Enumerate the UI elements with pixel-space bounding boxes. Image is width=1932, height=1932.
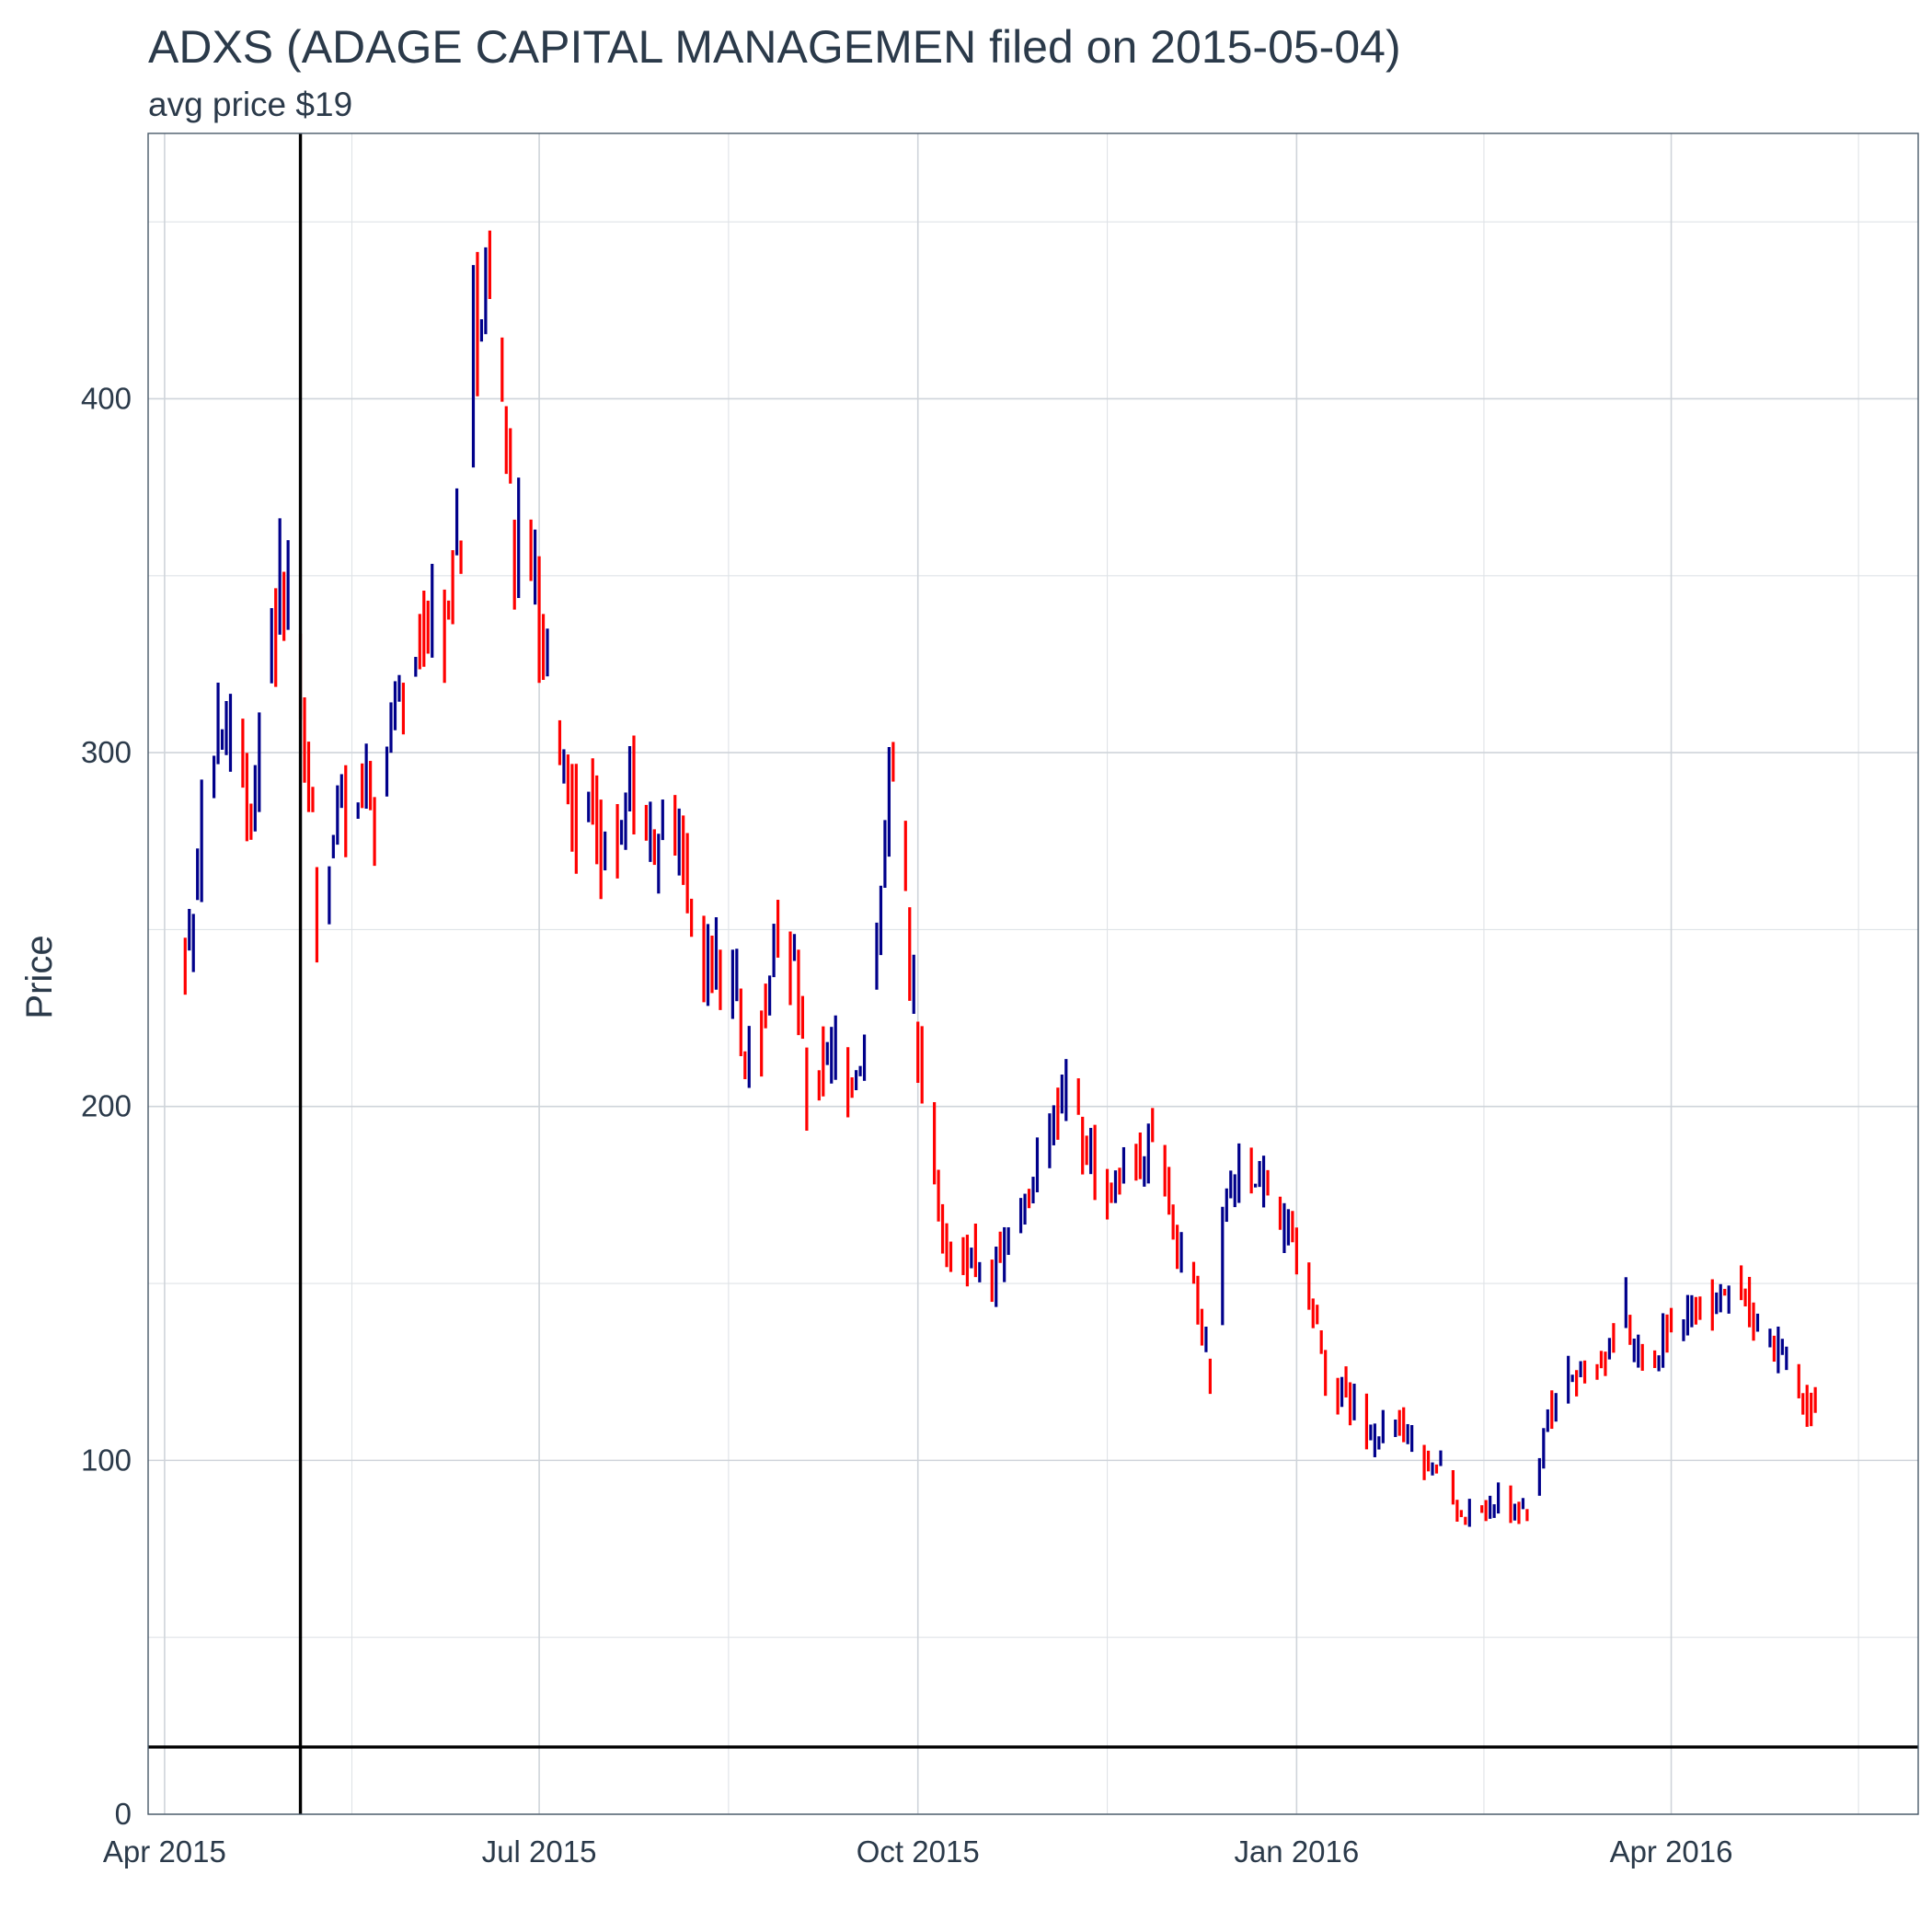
plot-panel-border [147, 132, 1919, 1815]
x-tick-label: Oct 2015 [857, 1834, 980, 1869]
axis-labels: 0 100 200 300 400 Apr 2015 Jul 2015 Oct 2015 Jan… [81, 381, 1733, 1869]
ohlc-bars [183, 230, 1817, 1527]
y-tick-label: 200 [81, 1089, 132, 1123]
x-tick-label: Jul 2015 [482, 1834, 597, 1869]
x-tick-label: Apr 2016 [1610, 1834, 1733, 1869]
y-axis-title: Price [19, 935, 60, 1018]
x-tick-label: Jan 2016 [1234, 1834, 1359, 1869]
x-tick-label: Apr 2015 [103, 1834, 226, 1869]
y-tick-label: 300 [81, 735, 132, 769]
chart-subtitle: avg price $19 [148, 86, 352, 123]
reference-lines [148, 133, 1918, 1814]
y-tick-label: 100 [81, 1443, 132, 1477]
y-tick-label: 0 [115, 1797, 132, 1831]
y-tick-label: 400 [81, 381, 132, 415]
grid-layer [148, 133, 1918, 1815]
chart-title: ADXS (ADAGE CAPITAL MANAGEMEN filed on 2… [148, 21, 1401, 73]
